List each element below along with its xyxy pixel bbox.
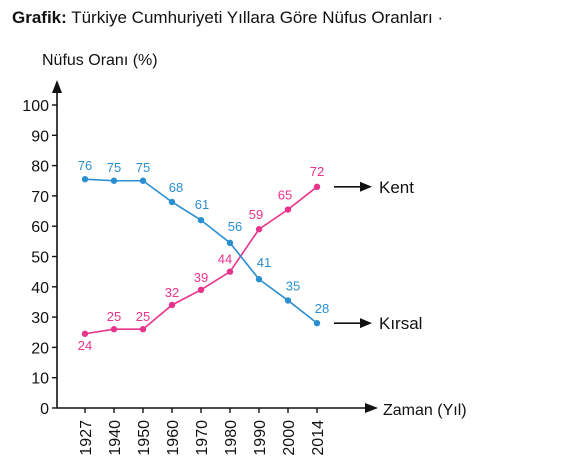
kirsal-data-label: 61 [195,197,209,212]
kent-data-point [226,268,234,275]
x-axis-label: Zaman (Yıl) [383,402,467,419]
kent-data-label: 39 [194,270,208,285]
kirsal-data-point [81,176,89,183]
x-tick-label: 1960 [165,420,182,456]
kent-data-label: 25 [136,309,150,324]
kirsal-data-point [110,177,118,184]
y-tick-label: 30 [31,310,49,327]
kirsal-data-point [284,297,292,304]
kirsal-data-point [168,198,176,206]
kirsal-data-label: 41 [257,255,271,270]
kent-data-point [81,330,89,337]
kirsal-data-label: 56 [228,219,242,234]
kent-data-point [197,286,205,294]
kent-data-label: 24 [78,338,92,353]
kent-data-label: 59 [249,207,263,222]
y-tick-label: 0 [40,401,49,418]
kent-data-label: 72 [310,164,324,179]
x-tick-label: 1940 [107,420,124,456]
kent-data-label: 44 [218,252,232,267]
kent-legend-arrowhead [360,181,372,192]
kirsal-data-label: 76 [78,158,92,173]
kirsal-data-label: 35 [286,278,300,293]
kirsal-data-label: 75 [136,160,150,175]
kirsal-data-point [139,177,147,184]
kirsal-data-label: 28 [315,301,329,316]
kent-data-point [313,183,321,191]
x-tick-label: 1970 [194,420,211,456]
chart-title: Grafik: Türkiye Cumhuriyeti Yıllara Göre… [12,8,443,28]
kirsal-data-point [255,276,263,283]
kirsal-data-point [197,216,205,224]
kirsal-data-label: 75 [107,160,121,175]
kent-data-point [139,326,147,333]
x-tick-label: 2000 [281,420,298,456]
y-axis-label: Nüfus Oranı (%) [42,52,158,69]
kirsal-series-name: Kırsal [379,314,422,333]
kent-data-point [255,226,263,233]
kirsal-legend-arrowhead [360,318,372,329]
x-tick-label: 1927 [78,420,95,456]
chart-title-text: Türkiye Cumhuriyeti Yıllara Göre Nüfus O… [71,8,433,27]
x-tick-label: 1990 [252,420,269,456]
x-tick-label: 1980 [223,420,240,456]
y-axis-arrowhead [52,80,62,93]
y-tick-label: 80 [31,159,49,176]
y-tick-label: 70 [31,189,49,206]
y-tick-label: 10 [31,371,49,388]
kent-data-label: 65 [278,188,292,203]
kent-series-name: Kent [379,178,414,197]
kent-data-label: 25 [107,309,121,324]
title-dot: · [432,8,444,27]
kent-data-point [168,301,176,309]
y-tick-label: 40 [31,280,49,297]
y-tick-label: 100 [22,98,49,115]
y-tick-label: 60 [31,219,49,236]
kent-data-label: 32 [165,285,179,300]
kirsal-data-point [313,319,321,327]
x-tick-label: 2014 [310,420,327,456]
x-tick-label: 1950 [136,420,153,456]
chart-title-prefix: Grafik: [12,8,67,27]
y-tick-label: 50 [31,250,49,267]
kirsal-data-label: 68 [169,180,183,195]
y-tick-label: 90 [31,128,49,145]
kent-data-point [110,326,118,333]
kirsal-data-point [226,239,234,247]
x-axis-arrowhead [365,403,378,413]
kent-data-point [284,206,292,213]
y-tick-label: 20 [31,340,49,357]
